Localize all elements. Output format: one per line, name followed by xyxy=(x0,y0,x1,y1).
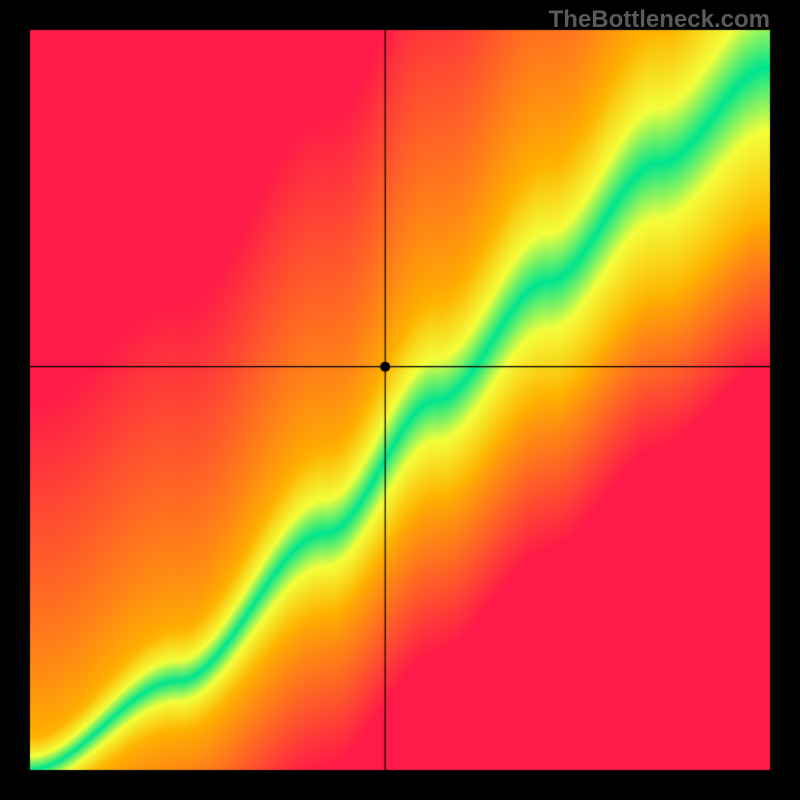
watermark-text: TheBottleneck.com xyxy=(549,6,770,34)
heatmap-chart xyxy=(0,0,800,800)
